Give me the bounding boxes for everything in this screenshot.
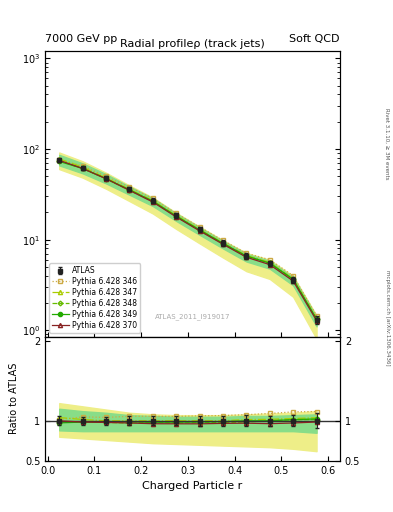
Pythia 6.428 349 [220,240,225,246]
Pythia 6.428 347 [104,175,108,181]
Pythia 6.428 347 [57,156,62,162]
Text: Soft QCD: Soft QCD [290,33,340,44]
Pythia 6.428 347 [314,315,319,322]
Pythia 6.428 370 [244,254,249,260]
Pythia 6.428 349 [80,165,85,172]
Pythia 6.428 370 [267,262,272,268]
Legend: ATLAS, Pythia 6.428 346, Pythia 6.428 347, Pythia 6.428 348, Pythia 6.428 349, P: ATLAS, Pythia 6.428 346, Pythia 6.428 34… [49,263,140,333]
Pythia 6.428 349 [197,227,202,233]
Pythia 6.428 349 [174,213,178,219]
Pythia 6.428 348 [127,187,132,194]
Pythia 6.428 348 [197,227,202,233]
Pythia 6.428 346 [220,238,225,244]
Pythia 6.428 349 [314,316,319,322]
Line: Pythia 6.428 347: Pythia 6.428 347 [57,157,319,321]
Pythia 6.428 346 [127,184,132,190]
Pythia 6.428 346 [244,250,249,256]
Pythia 6.428 347 [174,212,178,219]
Pythia 6.428 347 [127,186,132,193]
Pythia 6.428 370 [151,199,155,205]
Line: Pythia 6.428 349: Pythia 6.428 349 [57,159,319,321]
Pythia 6.428 370 [104,176,108,182]
Pythia 6.428 348 [244,253,249,260]
Pythia 6.428 349 [244,253,249,259]
Pythia 6.428 347 [80,164,85,170]
Pythia 6.428 370 [57,157,62,163]
Pythia 6.428 346 [291,273,296,279]
Pythia 6.428 349 [104,176,108,182]
Pythia 6.428 347 [220,240,225,246]
Text: Rivet 3.1.10, ≥ 3M events: Rivet 3.1.10, ≥ 3M events [385,108,389,179]
Title: Radial profileρ (track jets): Radial profileρ (track jets) [120,39,265,49]
Pythia 6.428 346 [267,257,272,263]
Pythia 6.428 370 [197,228,202,234]
Pythia 6.428 370 [174,214,178,220]
Text: ATLAS_2011_I919017: ATLAS_2011_I919017 [155,313,230,319]
Pythia 6.428 349 [291,276,296,283]
Pythia 6.428 347 [197,226,202,232]
Pythia 6.428 348 [314,316,319,323]
Pythia 6.428 347 [291,275,296,282]
Pythia 6.428 346 [314,313,319,319]
Line: Pythia 6.428 370: Pythia 6.428 370 [57,158,319,323]
Pythia 6.428 370 [291,278,296,284]
Y-axis label: Ratio to ATLAS: Ratio to ATLAS [9,363,19,434]
Pythia 6.428 346 [104,173,108,179]
Pythia 6.428 347 [267,260,272,266]
Pythia 6.428 346 [57,157,62,163]
Pythia 6.428 348 [57,158,62,164]
Pythia 6.428 370 [314,317,319,324]
Pythia 6.428 370 [220,241,225,247]
Pythia 6.428 347 [244,252,249,259]
Pythia 6.428 349 [127,187,132,193]
Pythia 6.428 347 [151,198,155,204]
Pythia 6.428 348 [291,276,296,283]
Pythia 6.428 349 [57,158,62,164]
Pythia 6.428 348 [174,214,178,220]
Pythia 6.428 370 [127,187,132,194]
Text: mcplots.cern.ch [arXiv:1306.3436]: mcplots.cern.ch [arXiv:1306.3436] [385,270,389,365]
Pythia 6.428 346 [197,224,202,230]
Pythia 6.428 348 [267,260,272,266]
Text: 7000 GeV pp: 7000 GeV pp [45,33,118,44]
Pythia 6.428 349 [151,198,155,204]
Pythia 6.428 346 [174,210,178,217]
Pythia 6.428 346 [80,163,85,169]
Line: Pythia 6.428 346: Pythia 6.428 346 [57,158,319,318]
X-axis label: Charged Particle r: Charged Particle r [142,481,243,491]
Pythia 6.428 348 [220,241,225,247]
Pythia 6.428 370 [80,165,85,172]
Pythia 6.428 346 [151,196,155,202]
Line: Pythia 6.428 348: Pythia 6.428 348 [57,159,318,321]
Pythia 6.428 348 [80,165,85,172]
Pythia 6.428 348 [151,198,155,204]
Pythia 6.428 349 [267,260,272,266]
Pythia 6.428 348 [104,176,108,182]
